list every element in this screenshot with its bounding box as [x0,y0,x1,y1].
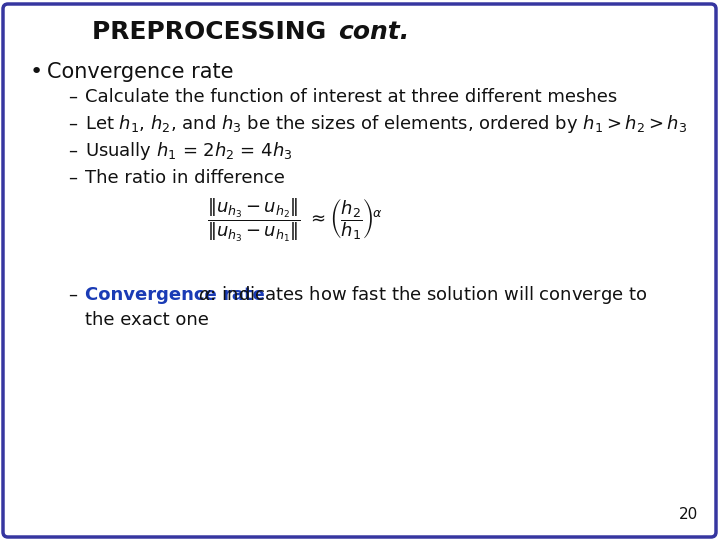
Text: –: – [68,286,77,304]
Text: $\dfrac{\|u_{h_3} - u_{h_2}\|}{\|u_{h_3} - u_{h_1}\|}$$\ \approx \left(\dfrac{h_: $\dfrac{\|u_{h_3} - u_{h_2}\|}{\|u_{h_3}… [207,196,383,244]
Text: Let $h_1$, $h_2$, and $h_3$ be the sizes of elements, ordered by $h_1 > h_2 > h_: Let $h_1$, $h_2$, and $h_3$ be the sizes… [85,113,687,135]
Text: The ratio in difference: The ratio in difference [85,169,285,187]
Text: Convergence rate: Convergence rate [47,62,233,82]
Text: cont.: cont. [338,20,409,44]
FancyBboxPatch shape [3,4,716,537]
Text: PREPROCESSING: PREPROCESSING [92,20,335,44]
Text: Convergence rate: Convergence rate [85,286,265,304]
Text: –: – [68,142,77,160]
Text: the exact one: the exact one [85,311,209,329]
Text: •: • [30,62,43,82]
Text: $\alpha$: indicates how fast the solution will converge to: $\alpha$: indicates how fast the solutio… [198,284,647,306]
Text: Usually $h_1$ = 2$h_2$ = 4$h_3$: Usually $h_1$ = 2$h_2$ = 4$h_3$ [85,140,292,162]
Text: –: – [68,88,77,106]
Text: 20: 20 [679,507,698,522]
Text: Calculate the function of interest at three different meshes: Calculate the function of interest at th… [85,88,617,106]
Text: –: – [68,115,77,133]
Text: –: – [68,169,77,187]
